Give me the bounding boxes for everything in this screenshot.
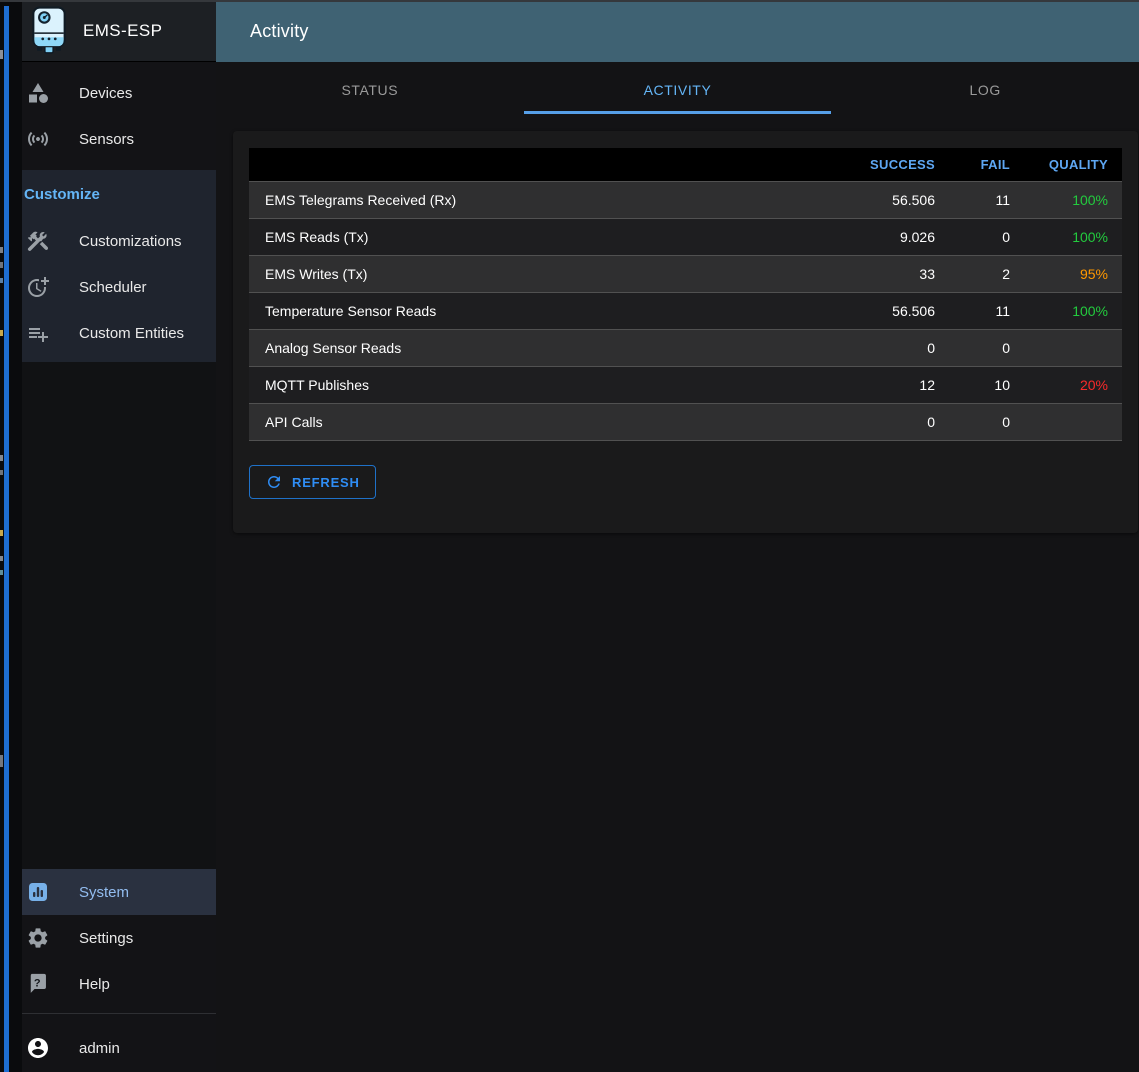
row-label: EMS Reads (Tx) [265, 229, 369, 245]
construction-icon [26, 229, 50, 253]
customize-section-header: Customize [24, 185, 100, 203]
boiler-icon [30, 6, 70, 56]
table-row: API Calls 0 0 [249, 403, 1122, 441]
app-title: EMS-ESP [83, 20, 163, 40]
sensors-icon [26, 127, 50, 151]
page-title: Activity [250, 20, 309, 41]
sidebar-item-label: Customizations [79, 232, 182, 250]
tab-bar: STATUS ACTIVITY LOG [216, 62, 1139, 131]
table-row: EMS Reads (Tx) 9.026 0 100% [249, 218, 1122, 256]
username-label: admin [79, 1039, 120, 1057]
sidebar-item-label: Devices [79, 84, 133, 102]
sidebar-divider [22, 1013, 216, 1014]
tab-log[interactable]: LOG [969, 82, 1001, 98]
table-row: EMS Writes (Tx) 33 2 95% [249, 255, 1122, 293]
refresh-button[interactable]: REFRESH [249, 465, 376, 499]
activity-table: SUCCESS FAIL QUALITY EMS Telegrams Recei… [249, 148, 1122, 441]
sidebar-main-nav: Devices Sensors [22, 62, 216, 170]
row-fail: 0 [1002, 340, 1010, 356]
tab-activity[interactable]: ACTIVITY [523, 66, 832, 114]
sidebar-item-custom-entities[interactable]: Custom Entities [22, 310, 216, 356]
sidebar-item-label: Scheduler [79, 278, 147, 296]
sidebar-item-customizations[interactable]: Customizations [22, 218, 216, 264]
sidebar-item-label: Sensors [79, 130, 135, 148]
row-quality [1010, 404, 1122, 441]
sidebar-item-settings[interactable]: Settings [22, 915, 216, 961]
sidebar-item-sensors[interactable]: Sensors [22, 116, 216, 162]
row-fail: 2 [1002, 266, 1010, 282]
row-label: EMS Writes (Tx) [265, 266, 368, 282]
analytics-icon [26, 880, 50, 904]
background-window-sliver [0, 0, 22, 1072]
table-row: EMS Telegrams Received (Rx) 56.506 11 10… [249, 181, 1122, 219]
row-success: 9.026 [899, 229, 935, 245]
row-success: 56.506 [892, 192, 935, 208]
sidebar-spacer [22, 362, 216, 869]
row-success: 0 [927, 414, 935, 430]
row-label: EMS Telegrams Received (Rx) [265, 192, 457, 208]
sidebar: EMS-ESP Devices Sensors [22, 0, 216, 1072]
user-menu[interactable]: admin [22, 1024, 216, 1072]
table-header-row: SUCCESS FAIL QUALITY [249, 148, 1122, 182]
gear-icon [26, 926, 50, 950]
sidebar-item-scheduler[interactable]: Scheduler [22, 264, 216, 310]
help-icon: ? [26, 972, 50, 996]
row-label: Analog Sensor Reads [265, 340, 402, 356]
col-header-name [249, 148, 815, 182]
sidebar-item-label: Help [79, 975, 110, 993]
sidebar-item-label: Custom Entities [79, 324, 185, 342]
account-circle-icon [26, 1036, 50, 1060]
row-success: 33 [919, 266, 935, 282]
row-quality: 100% [1072, 303, 1108, 319]
sidebar-customize-section: Customize Customizations [22, 170, 216, 362]
row-fail: 0 [1002, 414, 1010, 430]
playlist-add-icon [26, 321, 50, 345]
sidebar-item-devices[interactable]: Devices [22, 70, 216, 116]
row-fail: 11 [995, 192, 1010, 208]
category-icon [26, 81, 50, 105]
app-bar: Activity [216, 0, 1139, 62]
col-header-fail: FAIL [935, 148, 1010, 182]
row-label: MQTT Publishes [265, 377, 369, 393]
refresh-icon [265, 473, 283, 491]
col-header-success: SUCCESS [815, 148, 935, 182]
row-fail: 10 [994, 377, 1010, 393]
row-quality: 20% [1079, 377, 1108, 393]
row-quality: 95% [1079, 266, 1108, 282]
row-quality: 100% [1072, 192, 1108, 208]
activity-card: SUCCESS FAIL QUALITY EMS Telegrams Recei… [233, 131, 1138, 533]
svg-text:?: ? [34, 978, 41, 990]
main-content: Activity STATUS ACTIVITY LOG SUCCESS FAI… [216, 0, 1139, 1072]
table-row: Analog Sensor Reads 0 0 [249, 329, 1122, 367]
row-fail: 0 [1002, 229, 1010, 245]
row-success: 12 [919, 377, 935, 393]
row-success: 56.506 [892, 303, 935, 319]
sidebar-item-label: Settings [79, 929, 134, 947]
row-quality [1010, 330, 1122, 367]
sidebar-item-system[interactable]: System [22, 869, 216, 915]
sidebar-item-label: System [79, 883, 130, 901]
tab-status[interactable]: STATUS [341, 82, 399, 98]
sidebar-user-section: admin [22, 1014, 216, 1072]
table-row: MQTT Publishes 12 10 20% [249, 366, 1122, 404]
sidebar-header: EMS-ESP [22, 0, 216, 62]
window-top-edge [0, 0, 1139, 2]
row-fail: 11 [995, 303, 1010, 319]
refresh-button-label: REFRESH [292, 474, 360, 490]
table-row: Temperature Sensor Reads 56.506 11 100% [249, 292, 1122, 330]
row-label: Temperature Sensor Reads [265, 303, 437, 319]
sidebar-item-help[interactable]: ? Help [22, 961, 216, 1007]
row-label: API Calls [265, 414, 323, 430]
background-window-blue-edge [4, 6, 9, 1072]
col-header-quality: QUALITY [1010, 148, 1122, 182]
row-quality: 100% [1072, 229, 1108, 245]
row-success: 0 [927, 340, 935, 356]
more-time-icon [26, 275, 50, 299]
